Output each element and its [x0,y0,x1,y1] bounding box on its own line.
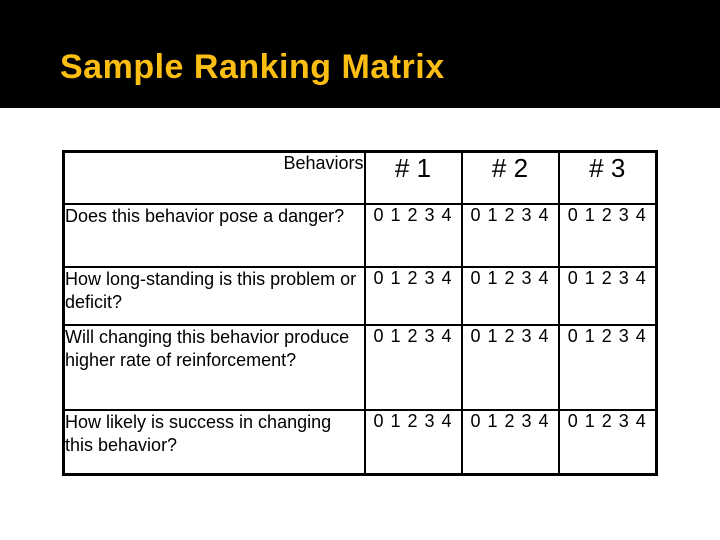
table-row: How likely is success in changing this b… [62,408,658,476]
title-band: Sample Ranking Matrix [0,0,720,108]
scale-cell: 0 1 2 3 4 [557,408,658,476]
column-header-1: # 1 [363,150,463,205]
scale-cell: 0 1 2 3 4 [460,202,560,268]
column-header-3: # 3 [557,150,658,205]
scale-cell: 0 1 2 3 4 [557,323,658,411]
question-cell: How likely is success in changing this b… [62,408,366,476]
scale-cell: 0 1 2 3 4 [557,265,658,326]
scale-cell: 0 1 2 3 4 [460,323,560,411]
page-title: Sample Ranking Matrix [60,48,445,86]
question-cell: Will changing this behavior produce high… [62,323,366,411]
question-cell: How long-standing is this problem or def… [62,265,366,326]
ranking-matrix-table: Behaviors # 1 # 2 # 3 Does this behavior… [62,150,658,476]
table-row: How long-standing is this problem or def… [62,265,658,326]
scale-cell: 0 1 2 3 4 [363,265,463,326]
column-header-2: # 2 [460,150,560,205]
scale-cell: 0 1 2 3 4 [557,202,658,268]
scale-cell: 0 1 2 3 4 [363,202,463,268]
scale-cell: 0 1 2 3 4 [460,265,560,326]
scale-cell: 0 1 2 3 4 [460,408,560,476]
question-cell: Does this behavior pose a danger? [62,202,366,268]
table-row: Does this behavior pose a danger? 0 1 2 … [62,202,658,268]
behaviors-corner-label: Behaviors [62,150,366,205]
scale-cell: 0 1 2 3 4 [363,323,463,411]
scale-cell: 0 1 2 3 4 [363,408,463,476]
table-row: Will changing this behavior produce high… [62,323,658,411]
table-header-row: Behaviors # 1 # 2 # 3 [62,150,658,205]
